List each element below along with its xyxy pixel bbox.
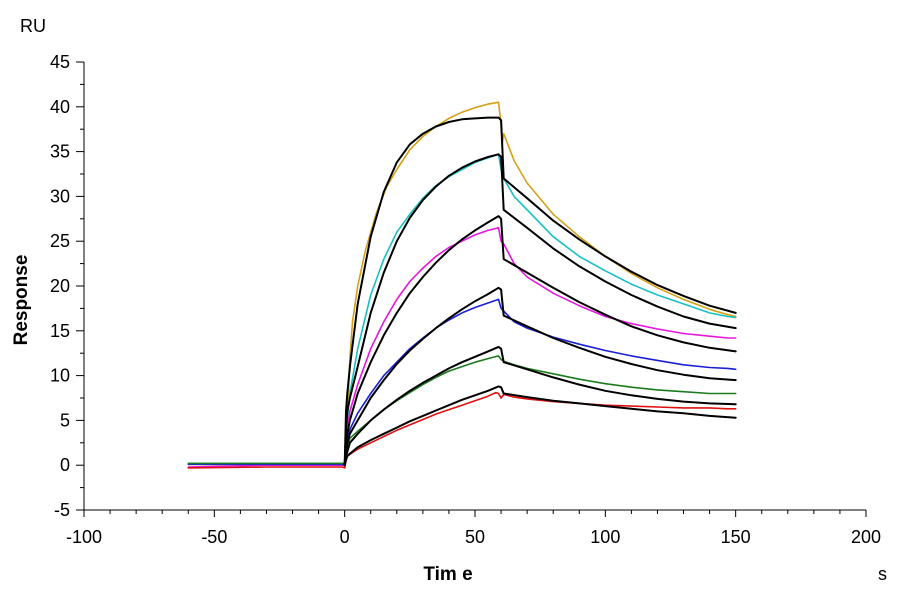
fit-curve-fit-1 bbox=[343, 116, 737, 467]
x-tick-label: -100 bbox=[66, 527, 102, 547]
y-tick-label: 20 bbox=[50, 276, 70, 296]
series-layer bbox=[187, 101, 737, 469]
response-curve-series-6 bbox=[187, 391, 737, 469]
y-tick-label: 40 bbox=[50, 97, 70, 117]
x-tick-label: -50 bbox=[201, 527, 227, 547]
y-tick-label: 25 bbox=[50, 231, 70, 251]
fit-curve-fit-6 bbox=[343, 385, 737, 467]
y-tick-label: -5 bbox=[54, 500, 70, 520]
y-unit-label: RU bbox=[20, 16, 46, 36]
x-tick-label: 200 bbox=[851, 527, 881, 547]
response-curve-series-3 bbox=[187, 227, 737, 468]
y-tick-label: 35 bbox=[50, 142, 70, 162]
x-ticks: -100 -50 0 50 100 150 200 bbox=[66, 510, 881, 547]
y-axis-title: Response bbox=[11, 255, 32, 346]
y-tick-label: 0 bbox=[60, 455, 70, 475]
x-axis-title: Tim e bbox=[423, 564, 472, 585]
y-tick-label: 45 bbox=[50, 52, 70, 72]
fit-curve-fit-5 bbox=[343, 345, 737, 467]
y-tick-label: 10 bbox=[50, 366, 70, 386]
response-curve-series-5 bbox=[187, 355, 737, 465]
y-tick-label: 5 bbox=[60, 410, 70, 430]
y-tick-label: 15 bbox=[50, 321, 70, 341]
y-ticks: -5 0 5 10 15 20 25 30 35 40 45 bbox=[50, 52, 84, 520]
fit-curve-fit-2 bbox=[343, 153, 737, 467]
fit-curve-fit-4 bbox=[343, 286, 737, 467]
x-tick-label: 100 bbox=[590, 527, 620, 547]
x-unit-label: s bbox=[878, 564, 887, 584]
fit-curve-fit-3 bbox=[343, 215, 737, 467]
x-tick-label: 150 bbox=[721, 527, 751, 547]
response-curve-series-4 bbox=[187, 298, 737, 466]
y-tick-label: 30 bbox=[50, 186, 70, 206]
x-tick-label: 0 bbox=[340, 527, 350, 547]
x-tick-label: 50 bbox=[465, 527, 485, 547]
